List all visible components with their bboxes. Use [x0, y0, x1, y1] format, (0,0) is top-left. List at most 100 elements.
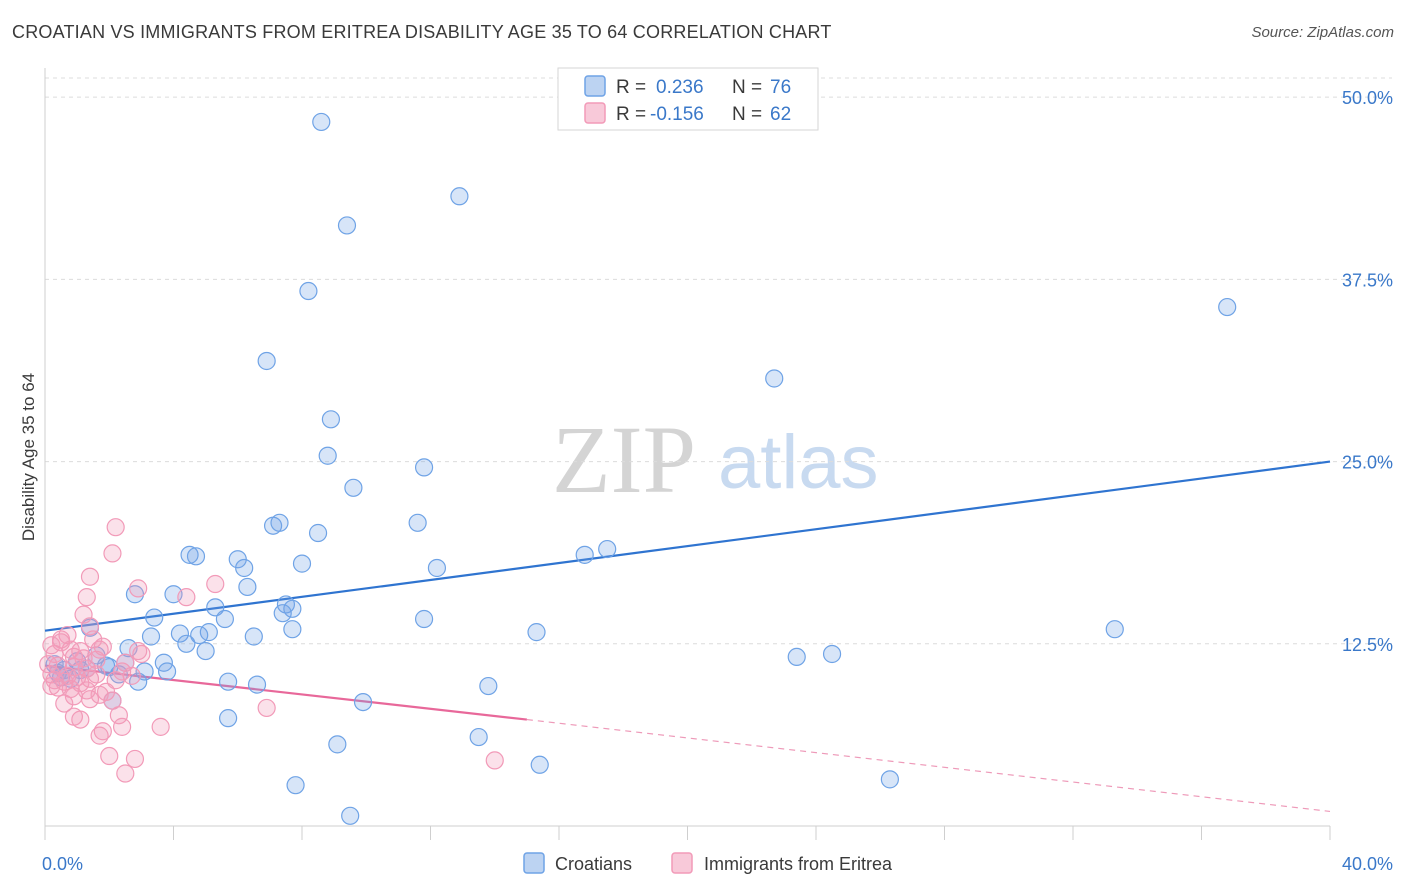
legend-swatch-eritrea	[584, 102, 606, 124]
croatian-point	[530, 755, 549, 774]
croatian-point	[822, 644, 842, 664]
croatian-point	[312, 112, 331, 132]
eritrea-point	[109, 706, 128, 725]
source-label: Source: ZipAtlas.com	[1251, 24, 1394, 41]
croatian-point	[337, 216, 357, 235]
legend-n-value-1: 76	[770, 77, 791, 98]
croatian-point	[450, 187, 469, 206]
eritrea-point	[151, 717, 170, 736]
eritrea-point	[64, 707, 84, 726]
y-tick-label: 37.5%	[1342, 270, 1393, 290]
eritrea-point	[39, 655, 58, 674]
chart-title: CROATIAN VS IMMIGRANTS FROM ERITREA DISA…	[12, 22, 832, 42]
croatian-point	[341, 806, 360, 825]
eritrea-point	[74, 605, 93, 624]
eritrea-point	[485, 751, 504, 770]
croatian-point	[308, 523, 328, 543]
gridlines	[45, 77, 1392, 645]
eritrea-point	[80, 690, 100, 709]
croatian-point	[186, 547, 206, 566]
croatian-point	[244, 627, 263, 646]
eritrea-point	[100, 746, 119, 766]
x-tick-marks	[44, 826, 1331, 840]
croatian-point	[157, 662, 177, 681]
eritrea-point	[42, 676, 61, 696]
croatian-point	[145, 608, 164, 627]
eritrea-point	[80, 567, 100, 586]
legend-r-value-1: 0.236	[656, 77, 704, 98]
croatian-point	[469, 727, 488, 747]
croatian-point	[1105, 620, 1124, 639]
croatian-point	[170, 624, 190, 643]
eritrea-point	[112, 717, 132, 736]
croatian-point	[273, 604, 292, 623]
y-tick-labels: 12.5% 25.0% 37.5% 50.0%	[1342, 88, 1393, 655]
y-tick-label: 50.0%	[1342, 88, 1393, 108]
eritrea-point	[93, 637, 112, 656]
eritrea-point	[77, 588, 96, 607]
data-points	[39, 112, 1237, 825]
x-tick-labels: 0.0% 40.0%	[42, 854, 1393, 874]
watermark-atlas: atlas	[718, 420, 879, 505]
croatian-point	[238, 577, 257, 597]
croatian-point	[575, 545, 594, 564]
legend-bottom: Croatians Immigrants from Eritrea	[523, 852, 893, 874]
croatian-point	[206, 598, 225, 617]
croatian-point	[1218, 297, 1237, 317]
croatian-point	[283, 599, 302, 618]
croatian-point	[219, 672, 238, 691]
legend-n-label-1: N =	[732, 77, 762, 98]
watermark-zip: ZIP	[552, 406, 696, 513]
eritrea-point	[84, 630, 103, 649]
croatian-point	[427, 558, 447, 578]
eritrea-point	[64, 647, 84, 667]
croatian-point	[180, 545, 199, 564]
eritrea-point	[257, 698, 276, 718]
eritrea-point	[122, 666, 141, 685]
legend-r-label-2: R =	[616, 104, 646, 125]
legend-n-value-2: 62	[770, 104, 791, 125]
legend-r-value-2: -0.156	[650, 104, 704, 125]
legend-bottom-swatch-eritrea	[671, 852, 693, 874]
croatian-point	[479, 676, 498, 696]
croatian-point	[247, 675, 267, 694]
legend-r-label-1: R =	[616, 77, 646, 98]
croatian-point	[321, 410, 341, 429]
y-tick-label: 12.5%	[1342, 635, 1393, 655]
croatian-point	[219, 709, 238, 728]
croatian-point	[286, 776, 305, 795]
croatian-point	[344, 478, 363, 497]
legend-top: R = 0.236 N = 76 R = -0.156 N = 62	[557, 67, 819, 131]
eritrea-point	[206, 574, 225, 594]
croatian-point	[880, 770, 899, 789]
trend-lines	[44, 460, 1331, 813]
eritrea-point	[90, 640, 109, 659]
legend-swatch-croatians	[584, 75, 606, 97]
x-tick-label: 0.0%	[42, 854, 83, 874]
croatian-point	[353, 692, 373, 712]
croatian-point	[141, 627, 161, 646]
croatian-point	[177, 634, 196, 653]
x-tick-label: 40.0%	[1342, 854, 1393, 874]
eritrea-point	[103, 544, 122, 563]
croatian-point	[598, 539, 617, 559]
eritrea-point	[55, 694, 74, 713]
legend-n-label-2: N =	[732, 104, 762, 125]
croatian-point	[270, 513, 289, 532]
legend-bottom-label-croatians: Croatians	[555, 854, 632, 874]
y-tick-label: 25.0%	[1342, 453, 1393, 473]
croatian-trend-line	[44, 460, 1331, 632]
legend-bottom-swatch-croatians	[523, 852, 545, 874]
eritrea-point	[51, 630, 71, 649]
eritrea-point	[90, 726, 109, 745]
croatian-point	[328, 735, 347, 754]
legend-bottom-label-eritrea: Immigrants from Eritrea	[704, 854, 893, 874]
croatian-point	[125, 585, 145, 604]
eritrea-point	[106, 671, 125, 690]
eritrea-point	[80, 669, 100, 688]
croatian-point	[215, 609, 234, 629]
eritrea-trend-extension	[526, 718, 1331, 813]
croatian-point	[257, 351, 276, 371]
croatian-point	[190, 625, 209, 645]
